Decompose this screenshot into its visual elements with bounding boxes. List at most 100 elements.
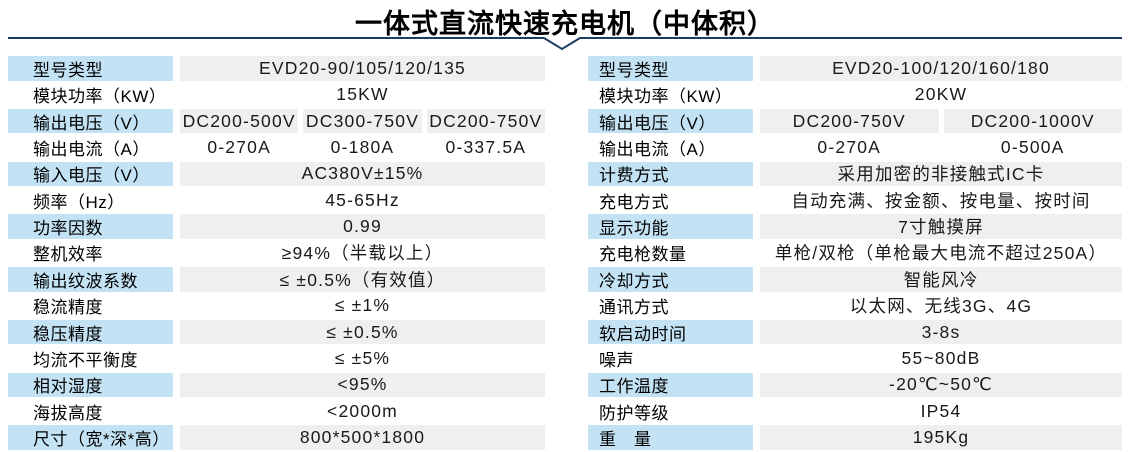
spec-row: 功率因数 0.99: [8, 214, 545, 239]
spec-row: 充电枪数量 单枪/双枪（单枪最大电流不超过250A）: [588, 241, 1122, 266]
spec-value: 15KW: [336, 84, 389, 105]
spec-values: ≤ ±0.5%: [180, 319, 545, 345]
spec-values: 45-65Hz: [180, 188, 545, 213]
spec-row: 软启动时间 3-8s: [588, 319, 1122, 345]
spec-row: 尺寸（宽*深*高） 800*500*1800: [8, 425, 545, 450]
spec-label: 型号类型: [8, 56, 173, 81]
spec-value: DC200-750V: [760, 108, 939, 134]
spec-row: 重 量 195Kg: [588, 425, 1122, 450]
spec-label: 型号类型: [588, 56, 753, 81]
spec-row: 工作温度 -20℃~50℃: [588, 372, 1122, 398]
spec-values: 195Kg: [760, 425, 1122, 450]
spec-value: 20KW: [914, 84, 968, 105]
top-rule-divider: [8, 37, 1122, 51]
spec-values: 智能风冷: [760, 267, 1122, 292]
spec-row: 模块功率（KW） 20KW: [588, 82, 1122, 107]
spec-values: 自动充满、按金额、按电量、按时间: [760, 188, 1122, 213]
spec-values: 20KW: [760, 82, 1122, 107]
spec-values: 15KW: [180, 82, 545, 107]
spec-values: <95%: [180, 372, 545, 398]
spec-values: IP54: [760, 399, 1122, 424]
spec-values: 3-8s: [760, 319, 1122, 345]
spec-values: EVD20-90/105/120/135: [180, 56, 545, 81]
spec-row: 输出电压（V） DC200-500V DC300-750V DC200-750V: [8, 108, 545, 134]
spec-label: 工作温度: [588, 372, 753, 398]
page-title: 一体式直流快速充电机（中体积）: [355, 9, 775, 39]
spec-label: 显示功能: [588, 214, 753, 239]
spec-row: 整机效率 ≥94%（半载以上）: [8, 241, 545, 266]
spec-value: IP54: [920, 400, 962, 421]
spec-row: 海拔高度 <2000m: [8, 399, 545, 424]
spec-row: 模块功率（KW） 15KW: [8, 82, 545, 107]
spec-label: 尺寸（宽*深*高）: [8, 425, 173, 450]
spec-value: 800*500*1800: [180, 425, 545, 450]
spec-label: 整机效率: [33, 245, 103, 265]
spec-row: 输出电流（A） 0-270A 0-180A 0-337.5A: [8, 135, 545, 160]
spec-label: 输出电流（A）: [599, 139, 716, 159]
spec-value: DC300-750V: [303, 108, 422, 134]
spec-label: 充电方式: [599, 192, 669, 212]
spec-value: -20℃~50℃: [760, 372, 1122, 398]
spec-values: <2000m: [180, 399, 545, 424]
spec-values: ≥94%（半载以上）: [180, 241, 545, 266]
spec-row: 型号类型 EVD20-100/120/160/180: [588, 56, 1122, 81]
spec-values: 0-270A 0-180A 0-337.5A: [180, 135, 545, 160]
spec-label: 频率（Hz）: [33, 192, 125, 212]
spec-values: ≤ ±1%: [180, 293, 545, 318]
spec-label: 防护等级: [599, 403, 669, 423]
spec-value: ≤ ±0.5%（有效值）: [180, 267, 545, 292]
spec-value: 自动充满、按金额、按电量、按时间: [791, 190, 1091, 211]
spec-value: 3-8s: [760, 319, 1122, 345]
spec-label: 冷却方式: [588, 267, 753, 292]
spec-value: 0-500A: [1000, 136, 1065, 157]
spec-label: 输出电压（V）: [8, 108, 173, 134]
spec-values: -20℃~50℃: [760, 372, 1122, 398]
spec-value: 以太网、无线3G、4G: [849, 296, 1033, 317]
spec-label: 输出纹波系数: [8, 267, 173, 292]
spec-label: 海拔高度: [33, 403, 103, 423]
spec-values: 采用加密的非接触式IC卡: [760, 161, 1122, 187]
spec-row: 噪声 55~80dB: [588, 346, 1122, 371]
spec-label: 模块功率（KW）: [599, 87, 733, 107]
spec-label: 噪声: [599, 350, 634, 370]
spec-value: 0-337.5A: [445, 136, 527, 157]
spec-row: 充电方式 自动充满、按金额、按电量、按时间: [588, 188, 1122, 213]
spec-label: 输入电压（V）: [8, 161, 173, 187]
spec-row: 相对湿度 <95%: [8, 372, 545, 398]
spec-label: 软启动时间: [588, 319, 753, 345]
spec-label: 重 量: [588, 425, 753, 450]
spec-row: 频率（Hz） 45-65Hz: [8, 188, 545, 213]
spec-value: 7寸触摸屏: [760, 214, 1122, 239]
spec-value: <2000m: [327, 400, 398, 421]
spec-values: DC200-750V DC200-1000V: [760, 108, 1122, 134]
spec-values: DC200-500V DC300-750V DC200-750V: [180, 108, 545, 134]
spec-row: 输出电流（A） 0-270A 0-500A: [588, 135, 1122, 160]
spec-value: ≤ ±0.5%: [180, 319, 545, 345]
spec-row: 均流不平衡度 ≤ ±5%: [8, 346, 545, 371]
spec-value: 0-270A: [207, 136, 271, 157]
spec-value: 0.99: [180, 214, 545, 239]
spec-values: 以太网、无线3G、4G: [760, 293, 1122, 318]
spec-value: 单枪/双枪（单枪最大电流不超过250A）: [774, 243, 1108, 264]
spec-label: 相对湿度: [8, 372, 173, 398]
spec-values: 7寸触摸屏: [760, 214, 1122, 239]
spec-values: 0.99: [180, 214, 545, 239]
spec-row: 型号类型 EVD20-90/105/120/135: [8, 56, 545, 81]
spec-row: 通讯方式 以太网、无线3G、4G: [588, 293, 1122, 318]
spec-row: 显示功能 7寸触摸屏: [588, 214, 1122, 239]
spec-value: ≤ ±5%: [334, 347, 391, 368]
spec-value: 0-180A: [330, 136, 395, 157]
spec-values: 800*500*1800: [180, 425, 545, 450]
spec-values: ≤ ±0.5%（有效值）: [180, 267, 545, 292]
spec-table-20kw: 型号类型 EVD20-100/120/160/180 模块功率（KW） 20KW 输出电…: [588, 56, 1122, 450]
spec-label: 输出电压（V）: [588, 108, 753, 134]
spec-values: 单枪/双枪（单枪最大电流不超过250A）: [760, 241, 1122, 266]
spec-value: DC200-750V: [426, 108, 545, 134]
spec-value: AC380V±15%: [180, 161, 545, 187]
spec-row: 输出纹波系数 ≤ ±0.5%（有效值）: [8, 267, 545, 292]
spec-value: <95%: [180, 372, 545, 398]
spec-value: 采用加密的非接触式IC卡: [760, 161, 1122, 187]
spec-values: 0-270A 0-500A: [760, 135, 1122, 160]
spec-label: 输出电流（A）: [33, 139, 150, 159]
